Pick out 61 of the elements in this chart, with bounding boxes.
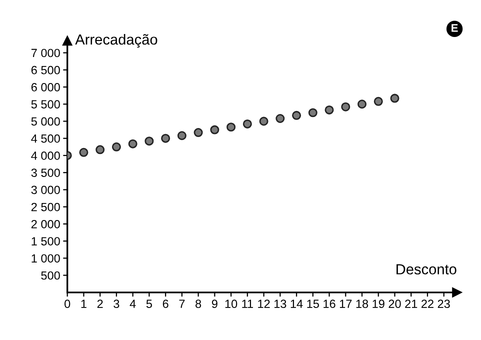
point — [324, 105, 334, 114]
point — [96, 145, 105, 154]
x-tick-label: 7 — [179, 300, 185, 308]
y-tick-label: 2 000 — [31, 220, 60, 228]
y-tick-label: 7 000 — [31, 48, 60, 58]
y-tick-label: 1 500 — [32, 237, 60, 246]
x-tick-label: 17 — [340, 300, 352, 308]
point — [79, 148, 88, 157]
y-tick-label: 500 — [41, 271, 60, 280]
y-tick-label: 6 000 — [31, 83, 60, 92]
x-tick-label: 16 — [324, 300, 336, 308]
x-tick-label: 23 — [438, 300, 450, 308]
x-tick-label: 5 — [146, 300, 152, 308]
x-tick-label: 1 — [81, 300, 86, 308]
x-tick-label: 13 — [274, 300, 286, 308]
x-tick-label: 12 — [258, 300, 270, 308]
x-tick-label: 21 — [405, 300, 418, 308]
x-tick-label: 8 — [196, 300, 202, 308]
x-tick-label: 3 — [114, 300, 120, 308]
y-tick-label: 4 500 — [31, 134, 60, 143]
point — [292, 110, 302, 120]
x-tick-label: 9 — [212, 300, 218, 308]
y-tick-label: 2 500 — [31, 202, 60, 212]
y-tick-label: 3 500 — [31, 168, 60, 177]
point — [374, 96, 383, 106]
x-tick-label: 18 — [356, 300, 368, 308]
point — [308, 108, 318, 118]
point — [341, 102, 350, 112]
point — [177, 131, 186, 140]
point — [390, 94, 400, 103]
text: E — [452, 24, 458, 32]
point — [112, 142, 121, 152]
point — [259, 116, 268, 126]
point — [276, 114, 285, 124]
y-tick-label: 1 000 — [32, 254, 60, 263]
x-tick-label: 10 — [225, 300, 238, 308]
point — [161, 134, 170, 143]
x-tick-label: 20 — [388, 300, 401, 308]
x-axis-title: Desconto — [396, 264, 456, 274]
y-tick-label: 5 000 — [31, 117, 60, 126]
x-tick-label: 19 — [372, 300, 384, 308]
point — [210, 125, 220, 134]
point — [128, 139, 138, 148]
y-axis-title: Arrecadação — [75, 34, 158, 48]
x-tick-label: 11 — [242, 300, 253, 308]
point — [194, 128, 203, 138]
x-tick-label: 2 — [97, 300, 103, 308]
y-tick-label: 4 000 — [31, 152, 60, 160]
point — [242, 119, 252, 128]
y-tick-label: 5 500 — [31, 100, 60, 109]
x-tick-label: 15 — [307, 300, 319, 308]
x-tick-label: 6 — [162, 300, 168, 308]
x-tick-label: 22 — [422, 300, 434, 308]
x-tick-label: 14 — [290, 300, 303, 308]
point — [358, 100, 366, 109]
x-tick-label: 0 — [64, 300, 70, 308]
point — [144, 136, 154, 146]
x-tick-label: 4 — [130, 300, 136, 308]
y-tick-label: 6 500 — [31, 66, 60, 74]
y-tick-label: 3 000 — [31, 186, 60, 194]
point — [226, 122, 236, 132]
